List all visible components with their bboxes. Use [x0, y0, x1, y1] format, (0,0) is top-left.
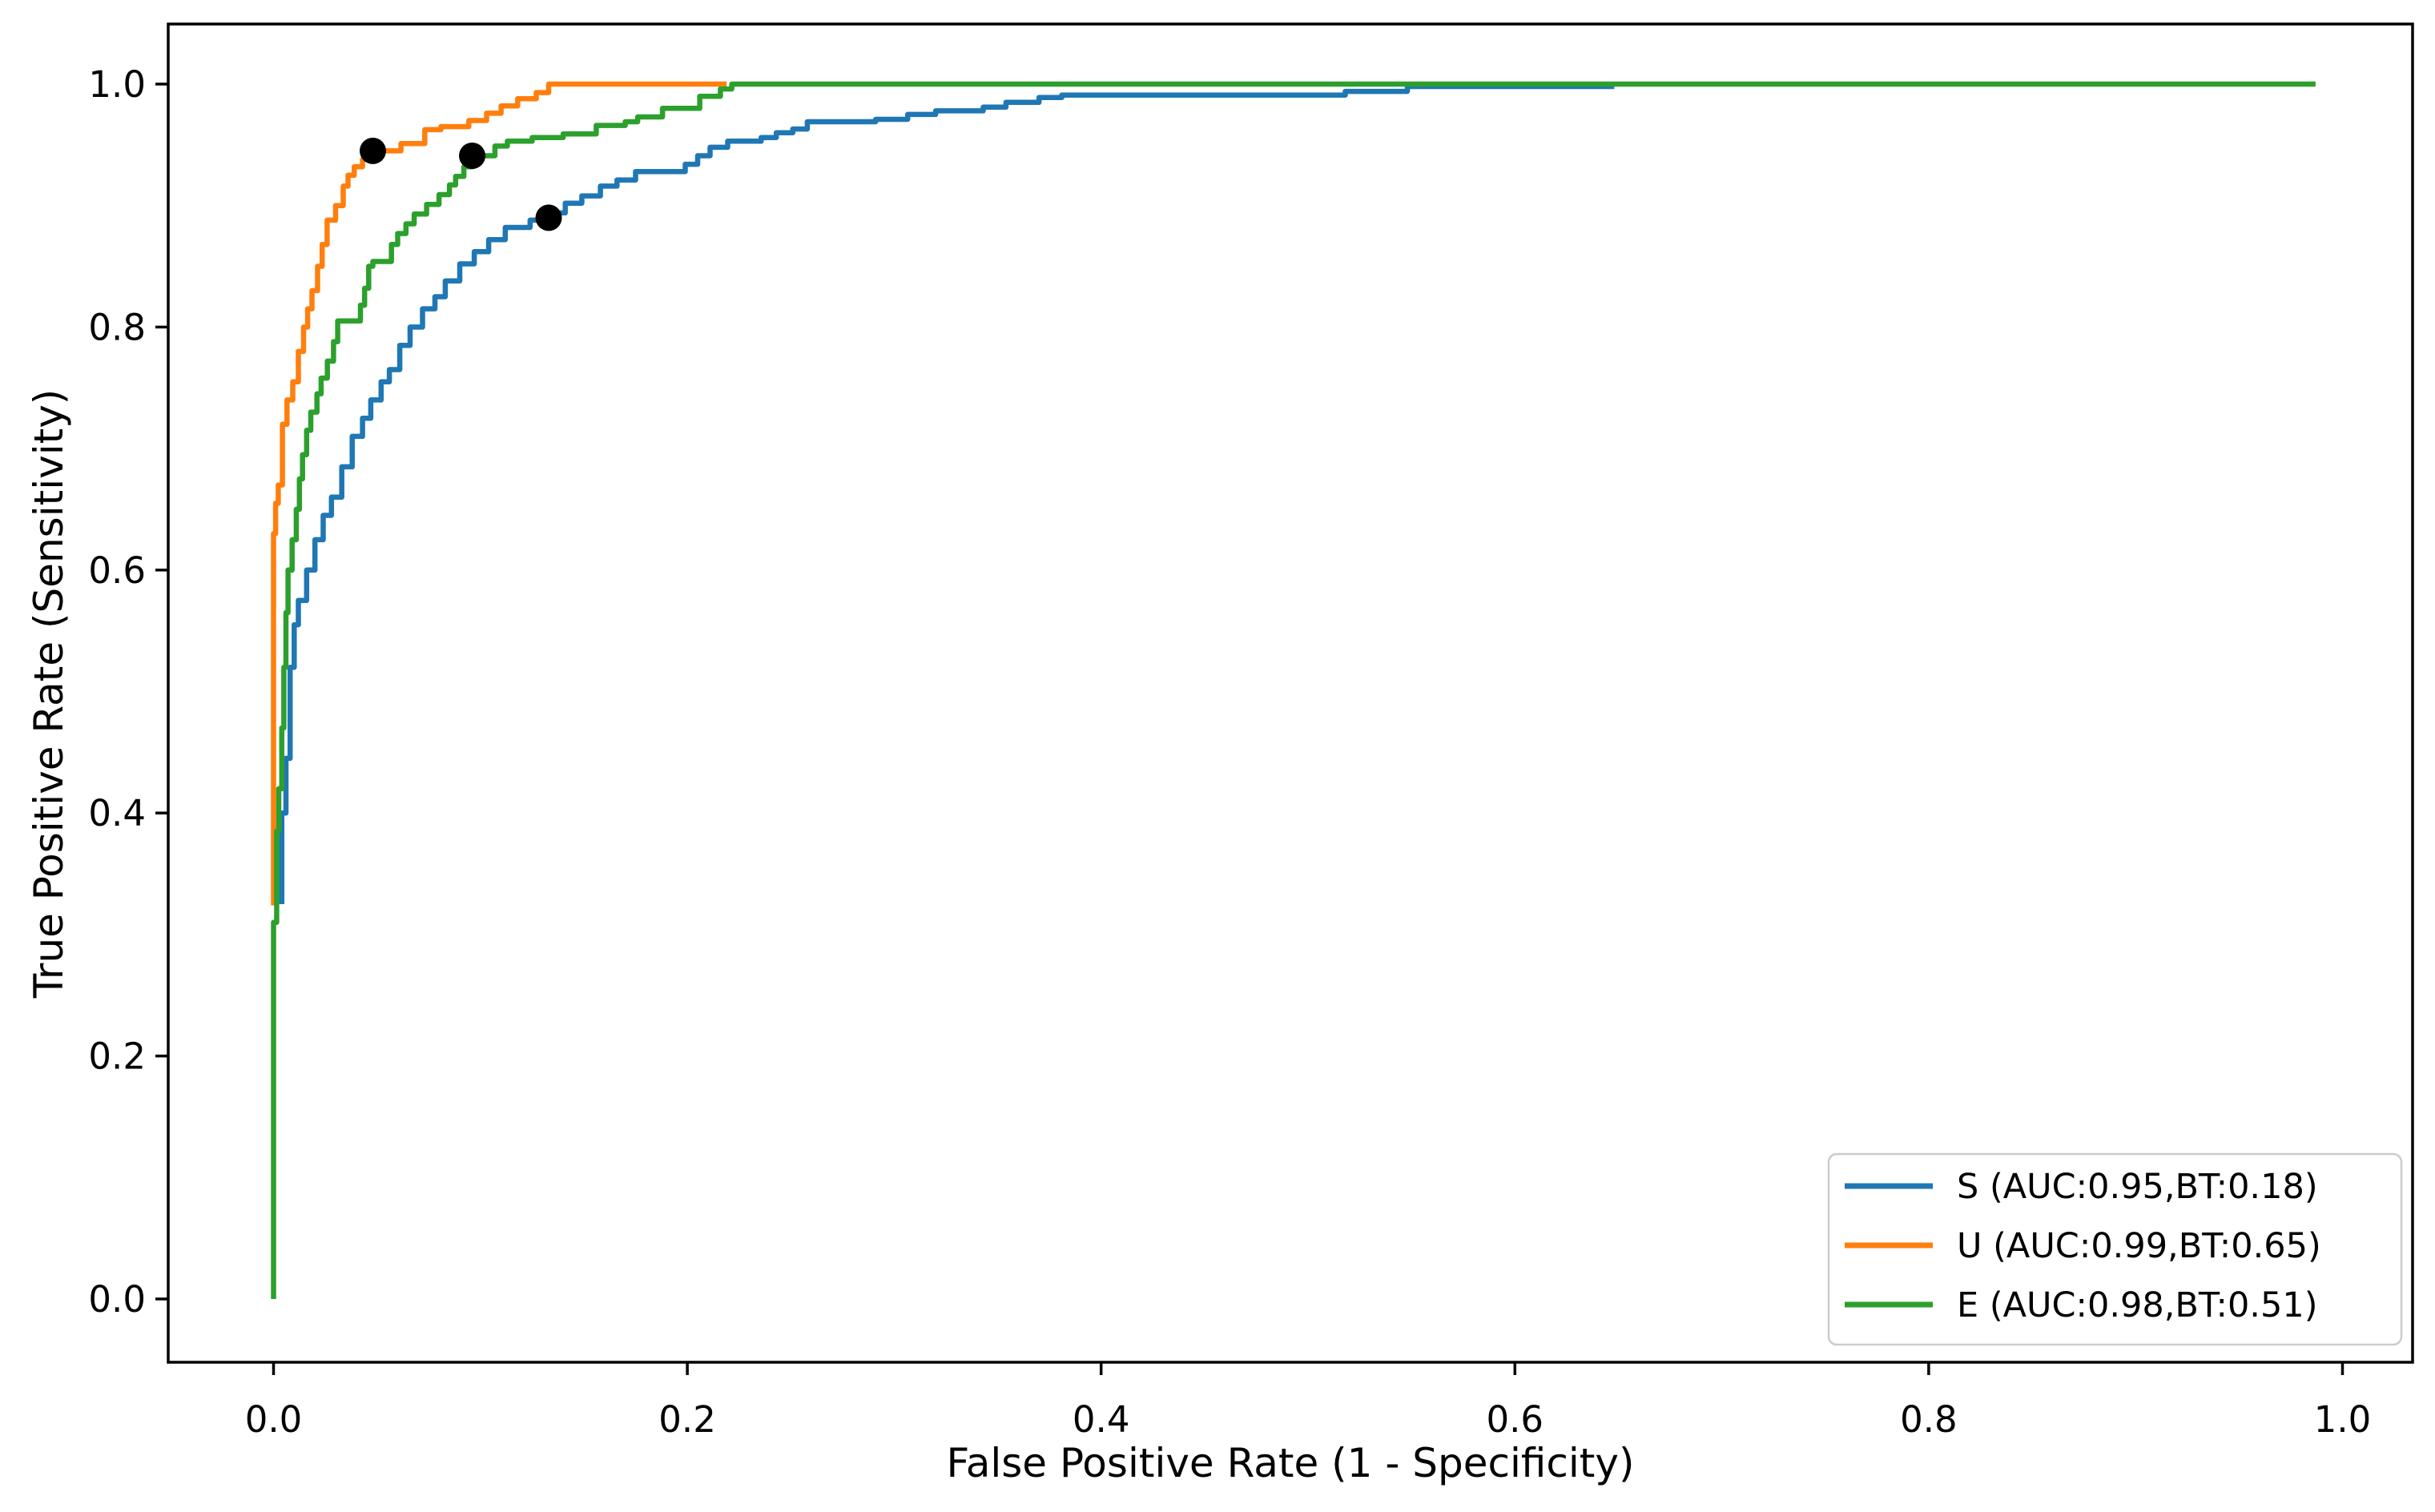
y-axis-label: True Positive Rate (Sensitivity)	[26, 389, 72, 999]
roc-curve-U	[271, 81, 727, 906]
best-threshold-marker-U	[360, 137, 386, 164]
x-tick-label: 1.0	[2314, 1398, 2372, 1441]
y-tick-label: 0.8	[88, 306, 146, 348]
x-tick-label: 0.6	[1487, 1398, 1544, 1441]
x-tick-label: 0.0	[245, 1398, 303, 1441]
axes-layer: 0.0 0.2 0.4 0.6 0.8 1.0 0.0 0.2 0.4 0.6 0.8 1.0	[88, 22, 2414, 1441]
x-axis-label: False Positive Rate (1 - Specificity)	[947, 1440, 1635, 1486]
y-tick-label: 0.4	[88, 792, 146, 834]
legend: S (AUC:0.95,BT:0.18) U (AUC:0.99,BT:0.65)…	[1827, 1152, 2403, 1346]
y-tick-label: 1.0	[88, 63, 146, 106]
best-threshold-marker-S	[535, 204, 562, 231]
y-tick-label: 0.2	[88, 1035, 146, 1078]
legend-item-S: S (AUC:0.95,BT:0.18)	[1845, 1167, 2318, 1207]
x-tick-label: 0.2	[658, 1398, 716, 1441]
curves-layer	[271, 81, 2316, 1299]
plot-area	[168, 24, 2413, 1362]
roc-curve-E	[271, 81, 2316, 1299]
plot-spines	[167, 22, 2414, 1364]
x-tick-label: 0.4	[1073, 1398, 1130, 1441]
legend-item-U: U (AUC:0.99,BT:0.65)	[1845, 1226, 2321, 1266]
y-tick-label: 0.0	[88, 1278, 146, 1321]
legend-box	[1827, 1152, 2403, 1346]
legend-label: S (AUC:0.95,BT:0.18)	[1957, 1167, 2318, 1207]
legend-item-E: E (AUC:0.98,BT:0.51)	[1845, 1285, 2317, 1325]
x-tick-label: 0.8	[1900, 1398, 1958, 1441]
y-tick-label: 0.6	[88, 549, 146, 592]
best-threshold-marker-E	[459, 143, 485, 169]
legend-label: U (AUC:0.99,BT:0.65)	[1957, 1226, 2321, 1266]
legend-label: E (AUC:0.98,BT:0.51)	[1957, 1285, 2317, 1325]
roc-curve-S	[279, 83, 1615, 904]
